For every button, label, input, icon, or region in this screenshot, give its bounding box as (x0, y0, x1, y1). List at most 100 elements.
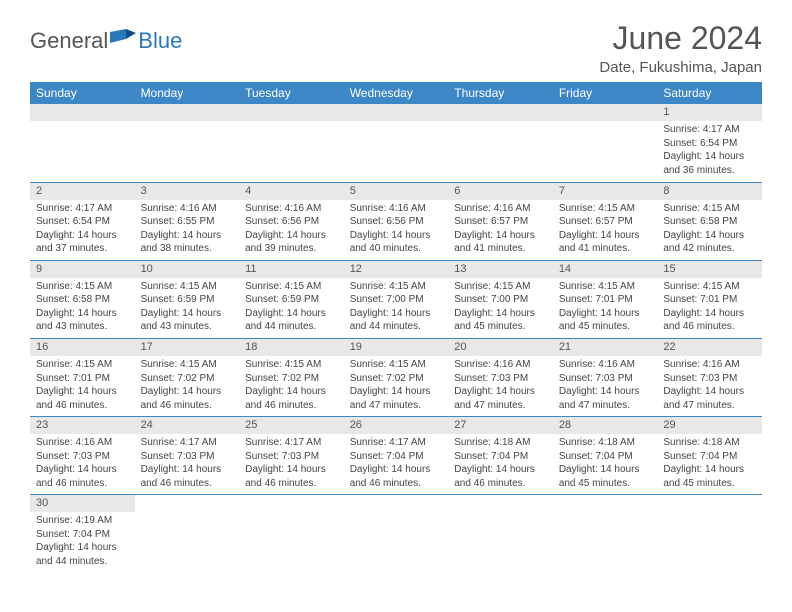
sunrise-line: Sunrise: 4:15 AM (36, 358, 129, 372)
sunrise-line: Sunrise: 4:15 AM (559, 202, 652, 216)
weekday-header: Tuesday (239, 82, 344, 104)
day-number-blank (30, 104, 135, 121)
day-number: 2 (30, 183, 135, 200)
sunrise-line: Sunrise: 4:15 AM (454, 280, 547, 294)
day-number: 27 (448, 417, 553, 434)
day-number: 9 (30, 261, 135, 278)
calendar-row: 9Sunrise: 4:15 AMSunset: 6:58 PMDaylight… (30, 260, 762, 338)
calendar-cell: 23Sunrise: 4:16 AMSunset: 7:03 PMDayligh… (30, 417, 135, 495)
sunset-line: Sunset: 7:02 PM (350, 372, 443, 386)
calendar-cell: 16Sunrise: 4:15 AMSunset: 7:01 PMDayligh… (30, 338, 135, 416)
sunrise-line: Sunrise: 4:16 AM (36, 436, 129, 450)
daylight-line: Daylight: 14 hours and 46 minutes. (141, 463, 234, 490)
daylight-line: Daylight: 14 hours and 45 minutes. (454, 307, 547, 334)
sunrise-line: Sunrise: 4:15 AM (663, 202, 756, 216)
daylight-line: Daylight: 14 hours and 38 minutes. (141, 229, 234, 256)
day-details: Sunrise: 4:15 AMSunset: 7:00 PMDaylight:… (448, 278, 553, 338)
sunset-line: Sunset: 7:03 PM (663, 372, 756, 386)
day-details: Sunrise: 4:15 AMSunset: 6:58 PMDaylight:… (657, 200, 762, 260)
day-number: 19 (344, 339, 449, 356)
weekday-header: Friday (553, 82, 658, 104)
daylight-line: Daylight: 14 hours and 46 minutes. (350, 463, 443, 490)
daylight-line: Daylight: 14 hours and 46 minutes. (245, 463, 338, 490)
logo-text-blue: Blue (138, 28, 182, 54)
day-number: 7 (553, 183, 658, 200)
daylight-line: Daylight: 14 hours and 47 minutes. (559, 385, 652, 412)
sunset-line: Sunset: 6:57 PM (559, 215, 652, 229)
calendar-cell-empty (30, 104, 135, 182)
sunrise-line: Sunrise: 4:16 AM (141, 202, 234, 216)
calendar-cell-empty (344, 495, 449, 573)
weekday-header-row: SundayMondayTuesdayWednesdayThursdayFrid… (30, 82, 762, 104)
header: General Blue June 2024 Date, Fukushima, … (30, 20, 762, 76)
sunrise-line: Sunrise: 4:15 AM (559, 280, 652, 294)
calendar-cell-empty (239, 495, 344, 573)
sunset-line: Sunset: 7:04 PM (454, 450, 547, 464)
day-number: 16 (30, 339, 135, 356)
day-number: 17 (135, 339, 240, 356)
calendar-cell: 14Sunrise: 4:15 AMSunset: 7:01 PMDayligh… (553, 260, 658, 338)
sunrise-line: Sunrise: 4:16 AM (454, 358, 547, 372)
sunset-line: Sunset: 6:58 PM (36, 293, 129, 307)
calendar-cell-empty (135, 104, 240, 182)
day-number: 26 (344, 417, 449, 434)
sunrise-line: Sunrise: 4:17 AM (141, 436, 234, 450)
day-details: Sunrise: 4:16 AMSunset: 7:03 PMDaylight:… (30, 434, 135, 494)
sunset-line: Sunset: 6:59 PM (245, 293, 338, 307)
day-details: Sunrise: 4:15 AMSunset: 6:59 PMDaylight:… (135, 278, 240, 338)
daylight-line: Daylight: 14 hours and 45 minutes. (559, 307, 652, 334)
day-number: 22 (657, 339, 762, 356)
day-details: Sunrise: 4:16 AMSunset: 7:03 PMDaylight:… (553, 356, 658, 416)
day-details: Sunrise: 4:16 AMSunset: 6:56 PMDaylight:… (239, 200, 344, 260)
daylight-line: Daylight: 14 hours and 45 minutes. (663, 463, 756, 490)
sunset-line: Sunset: 7:03 PM (141, 450, 234, 464)
sunset-line: Sunset: 7:03 PM (245, 450, 338, 464)
weekday-header: Wednesday (344, 82, 449, 104)
daylight-line: Daylight: 14 hours and 41 minutes. (559, 229, 652, 256)
day-number-blank (448, 104, 553, 121)
daylight-line: Daylight: 14 hours and 46 minutes. (663, 307, 756, 334)
day-details: Sunrise: 4:19 AMSunset: 7:04 PMDaylight:… (30, 512, 135, 572)
calendar-cell-empty (657, 495, 762, 573)
day-details: Sunrise: 4:15 AMSunset: 7:00 PMDaylight:… (344, 278, 449, 338)
day-details: Sunrise: 4:15 AMSunset: 7:02 PMDaylight:… (135, 356, 240, 416)
day-details: Sunrise: 4:15 AMSunset: 7:02 PMDaylight:… (239, 356, 344, 416)
sunrise-line: Sunrise: 4:15 AM (141, 280, 234, 294)
day-number-blank (135, 104, 240, 121)
daylight-line: Daylight: 14 hours and 46 minutes. (245, 385, 338, 412)
day-number: 29 (657, 417, 762, 434)
calendar-cell: 21Sunrise: 4:16 AMSunset: 7:03 PMDayligh… (553, 338, 658, 416)
calendar-cell: 12Sunrise: 4:15 AMSunset: 7:00 PMDayligh… (344, 260, 449, 338)
calendar-cell-empty (553, 495, 658, 573)
day-number: 13 (448, 261, 553, 278)
title-block: June 2024 Date, Fukushima, Japan (599, 20, 762, 76)
weekday-header: Thursday (448, 82, 553, 104)
daylight-line: Daylight: 14 hours and 46 minutes. (141, 385, 234, 412)
sunset-line: Sunset: 6:56 PM (350, 215, 443, 229)
daylight-line: Daylight: 14 hours and 47 minutes. (350, 385, 443, 412)
calendar-cell: 27Sunrise: 4:18 AMSunset: 7:04 PMDayligh… (448, 417, 553, 495)
daylight-line: Daylight: 14 hours and 42 minutes. (663, 229, 756, 256)
day-details: Sunrise: 4:15 AMSunset: 6:58 PMDaylight:… (30, 278, 135, 338)
sunset-line: Sunset: 7:00 PM (454, 293, 547, 307)
day-number: 21 (553, 339, 658, 356)
calendar-cell-empty (239, 104, 344, 182)
sunrise-line: Sunrise: 4:16 AM (559, 358, 652, 372)
day-number: 8 (657, 183, 762, 200)
day-number: 24 (135, 417, 240, 434)
sunset-line: Sunset: 7:03 PM (36, 450, 129, 464)
calendar-cell: 9Sunrise: 4:15 AMSunset: 6:58 PMDaylight… (30, 260, 135, 338)
day-details: Sunrise: 4:16 AMSunset: 6:57 PMDaylight:… (448, 200, 553, 260)
calendar-row: 16Sunrise: 4:15 AMSunset: 7:01 PMDayligh… (30, 338, 762, 416)
sunrise-line: Sunrise: 4:15 AM (245, 280, 338, 294)
calendar-cell: 3Sunrise: 4:16 AMSunset: 6:55 PMDaylight… (135, 182, 240, 260)
month-title: June 2024 (599, 20, 762, 57)
sunrise-line: Sunrise: 4:15 AM (36, 280, 129, 294)
logo-text-general: General (30, 28, 108, 54)
sunrise-line: Sunrise: 4:15 AM (663, 280, 756, 294)
daylight-line: Daylight: 14 hours and 37 minutes. (36, 229, 129, 256)
sunrise-line: Sunrise: 4:17 AM (245, 436, 338, 450)
sunrise-line: Sunrise: 4:16 AM (663, 358, 756, 372)
sunset-line: Sunset: 7:04 PM (36, 528, 129, 542)
sunset-line: Sunset: 7:00 PM (350, 293, 443, 307)
